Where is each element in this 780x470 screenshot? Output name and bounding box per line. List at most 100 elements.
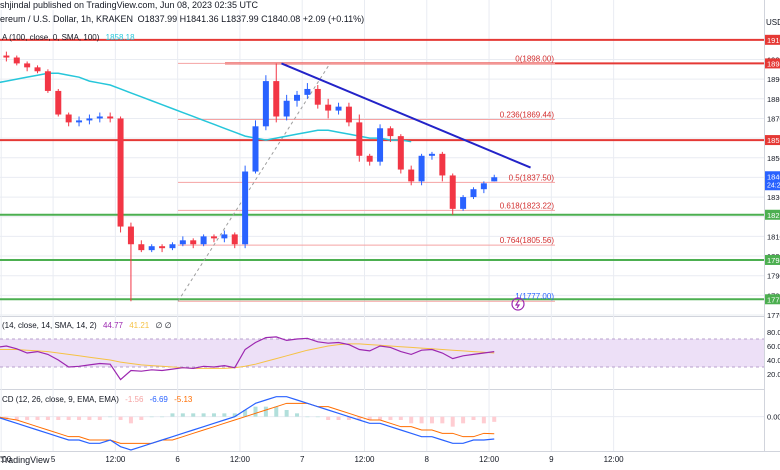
macd-signal-value: -5.13 <box>174 395 193 404</box>
candle-body <box>387 128 394 137</box>
rsi-legend-value: 44.77 <box>102 321 123 330</box>
macd-histogram-bar <box>97 416 102 420</box>
macd-histogram-bar <box>243 410 248 417</box>
fib-level-label: 0.5(1837.50) <box>509 173 555 182</box>
candle-body <box>159 246 166 249</box>
resistance-level-label: 1910.00 <box>767 36 780 45</box>
time-tick-label: 12:00 <box>0 455 12 464</box>
macd-histogram-bar <box>419 416 424 424</box>
macd-histogram-bar <box>87 416 92 420</box>
chart-header: shjindal published on TradingView.com, J… <box>0 0 258 10</box>
price-tick-label: 1850.00 <box>767 154 780 163</box>
macd-histogram-bar <box>35 416 40 420</box>
macd-signal-line <box>0 402 495 444</box>
rsi-legend[interactable]: (14, close, 14, SMA, 14, 2) 44.77 41.21 … <box>2 321 176 330</box>
time-tick-label: 6 <box>175 455 180 464</box>
candle-body <box>491 177 498 182</box>
fib-level-label: 0.618(1823.22) <box>500 201 555 210</box>
macd-histogram-bar <box>149 416 154 418</box>
ma-legend-text: A (100, close, 0, SMA, 100) <box>2 33 100 42</box>
macd-histogram-bar <box>315 416 320 418</box>
price-tick-label: 1810.00 <box>767 232 780 241</box>
macd-histogram-bar <box>481 416 486 424</box>
time-tick-label: 9 <box>549 455 554 464</box>
macd-histogram-bar <box>336 416 341 420</box>
macd-histogram-bar <box>211 413 216 417</box>
rsi-tick-label: 80.00 <box>767 328 780 337</box>
candle-body <box>107 116 114 119</box>
candle-body <box>55 90 62 115</box>
macd-histogram-bar <box>305 416 310 418</box>
footer-brand: TradingView <box>0 455 50 465</box>
macd-histogram-bar <box>274 406 279 417</box>
ohlc-values: O1837.99 H1841.36 L1837.99 C1840.08 +2.0… <box>137 14 365 24</box>
macd-histogram-bar <box>118 416 123 420</box>
macd-histogram-bar <box>450 416 455 427</box>
candle-body <box>356 122 363 156</box>
last-price-label: 1840.08 <box>767 172 780 181</box>
candle-body <box>44 71 51 91</box>
candle-body <box>460 197 467 209</box>
support-level-tag <box>765 294 780 305</box>
macd-histogram-bar <box>222 413 227 417</box>
macd-histogram-bar <box>56 416 61 420</box>
macd-histogram-bar <box>66 416 71 420</box>
fib-level-label: 0(1898.00) <box>515 54 554 63</box>
ma-legend-value: 1858.18 <box>105 33 135 42</box>
resistance-level-tag <box>765 34 780 45</box>
price-tick-label: 1790.00 <box>767 272 780 281</box>
macd-histogram-bar <box>284 410 289 417</box>
candle-body <box>449 175 456 209</box>
price-tick-label: 1830.00 <box>767 193 780 202</box>
macd-histogram-bar <box>25 416 30 420</box>
rsi-tick-label: 40.00 <box>767 356 780 365</box>
time-tick-label: 12:00 <box>105 455 126 464</box>
lightning-bolt-icon <box>514 299 521 309</box>
candle-body <box>262 81 269 127</box>
candle-body <box>138 244 145 251</box>
resistance-level-label: 1898.00 <box>767 59 780 68</box>
macd-hist-value: -1.56 <box>125 395 144 404</box>
macd-legend[interactable]: CD (12, 26, close, 9, EMA, EMA) -1.56 -6… <box>2 395 196 404</box>
symbol-line: ereum / U.S. Dollar, 1h, KRAKEN <box>0 14 134 24</box>
candle-body <box>127 226 134 245</box>
candle-body <box>231 234 238 245</box>
resistance-level-tag <box>765 58 780 69</box>
macd-histogram-bar <box>253 406 258 417</box>
fib-level-label: 1(1777.00) <box>515 292 554 301</box>
support-level-tag <box>765 209 780 220</box>
candle-body <box>252 126 259 172</box>
price-tick-label: 1870.00 <box>767 114 780 123</box>
rsi-band <box>0 339 764 367</box>
time-tick-label: 12:00 <box>354 455 375 464</box>
fib-anchor-diagonal <box>177 63 331 302</box>
candle-body <box>76 120 83 123</box>
rsi-tick-label: 60.00 <box>767 342 780 351</box>
ma-legend[interactable]: A (100, close, 0, SMA, 100) 1858.18 <box>2 33 139 42</box>
macd-tick-label: 0.00 <box>767 413 780 422</box>
macd-histogram-bar <box>440 416 445 424</box>
price-tick-label: 1880.00 <box>767 95 780 104</box>
symbol-header: ereum / U.S. Dollar, 1h, KRAKEN O1837.99… <box>0 14 364 24</box>
last-price-tag <box>765 171 780 191</box>
candle-body <box>3 55 10 58</box>
support-level-label: 1778.00 <box>767 295 780 304</box>
macd-legend-text: CD (12, 26, close, 9, EMA, EMA) <box>2 395 119 404</box>
macd-histogram-bar <box>378 416 383 420</box>
macd-histogram-bar <box>326 416 331 420</box>
candle-body <box>366 155 373 162</box>
candle-body <box>428 153 435 156</box>
rsi-ma-line <box>0 343 495 369</box>
macd-histogram-bar <box>14 416 19 420</box>
candle-body <box>96 116 103 119</box>
macd-histogram-bar <box>263 406 268 417</box>
resistance-level-tag <box>765 135 780 146</box>
macd-histogram-bar <box>471 416 476 420</box>
macd-histogram-bar <box>45 416 50 420</box>
macd-histogram-bar <box>139 416 144 420</box>
candle-body <box>283 100 290 117</box>
